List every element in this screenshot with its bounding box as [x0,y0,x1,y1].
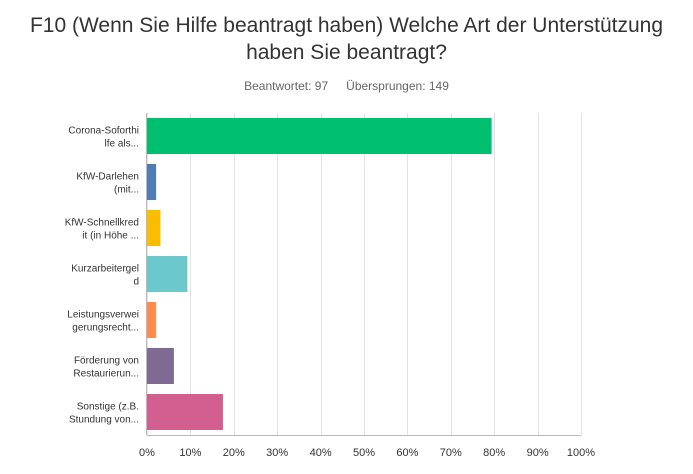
x-tick-label: 40% [310,447,332,459]
category-label-line: KfW-Schnellkred [65,218,139,229]
answered-count: Beantwortet: 97 [244,79,329,93]
category-label: Kurzarbeitergel d [71,264,139,288]
bar [147,256,188,292]
bar [147,210,161,246]
skipped-count: Übersprungen: 149 [346,79,449,93]
question-title-line-1: F10 (Wenn Sie Hilfe beantragt haben) Wel… [29,14,664,37]
question-title: F10 (Wenn Sie Hilfe beantragt haben) Wel… [0,12,693,66]
bar [147,118,492,154]
x-tick-label: 10% [179,447,201,459]
response-stats: Beantwortet: 97 Übersprungen: 149 [0,79,693,93]
bar [147,164,157,200]
x-tick-label: 20% [223,447,245,459]
category-label-line: KfW-Darlehen [76,172,139,183]
x-tick-label: 100% [567,447,595,459]
x-tick-label: 80% [483,447,505,459]
category-label-line: it (in Höhe ... [82,231,139,242]
category-label-line: (mit... [114,185,139,196]
category-label: Sonstige (z.B. Stundung von... [69,402,139,426]
category-label: Corona-Soforthi lfe als... [68,126,139,150]
category-label-line: Förderung von [74,356,139,367]
x-tick-label: 0% [139,447,155,459]
category-label-line: Restaurierun... [73,369,139,380]
category-label: KfW-Darlehen (mit... [76,172,139,196]
category-label-line: d [133,277,139,288]
category-label: Förderung von Restaurierun... [73,356,139,380]
question-title-line-2: haben Sie beantragt? [246,41,447,64]
category-label-line: lfe als... [105,139,139,150]
x-tick-label: 30% [266,447,288,459]
x-tick-label: 60% [396,447,418,459]
category-label: Leistungsverwei gerungsrecht... [67,310,139,334]
bar [147,348,174,384]
bar [147,394,223,430]
bar [147,302,157,338]
category-label-line: gerungsrecht... [72,323,139,334]
category-label-line: Stundung von... [69,415,139,426]
x-tick-label: 50% [353,447,375,459]
category-label-line: Corona-Soforthi [68,126,139,137]
category-label: KfW-Schnellkred it (in Höhe ... [65,218,139,242]
category-label-line: Kurzarbeitergel [71,264,139,275]
x-tick-label: 70% [440,447,462,459]
x-tick-label: 90% [527,447,549,459]
category-label-line: Sonstige (z.B. [77,402,139,413]
category-label-line: Leistungsverwei [67,310,139,321]
